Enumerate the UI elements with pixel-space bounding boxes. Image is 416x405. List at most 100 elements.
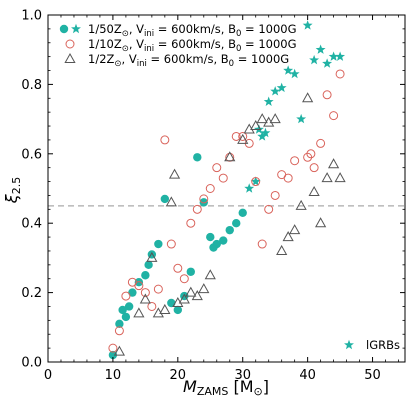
series-1-star	[244, 20, 346, 193]
data-point-open-triangle	[308, 185, 320, 196]
data-point-filled-circle	[173, 305, 183, 315]
data-point-open-circle	[140, 288, 150, 298]
data-point-filled-circle	[225, 225, 234, 235]
data-point-star	[270, 86, 281, 96]
data-point-open-triangle	[315, 217, 327, 228]
y-axis-title: ξ2.5	[2, 177, 23, 204]
legend-marker-open-circle	[65, 39, 75, 49]
y-tick-label: 0.0	[21, 356, 42, 371]
data-point-filled-circle	[128, 288, 137, 297]
legend-marker-filled-circle	[59, 24, 69, 34]
data-point-filled-circle	[154, 239, 163, 249]
x-axis-title: MZAMS [M⊙]	[183, 377, 269, 398]
data-point-open-triangle	[302, 92, 314, 103]
data-point-star	[296, 113, 307, 124]
lgrbs-annotation: lGRBs	[344, 338, 400, 352]
data-point-open-circle	[134, 281, 144, 291]
data-point-open-circle	[179, 274, 189, 284]
data-point-open-triangle	[224, 151, 236, 162]
data-point-open-triangle	[198, 283, 210, 294]
data-point-open-triangle	[204, 269, 216, 280]
legend-label: 1/10Z⊙, Vini = 600km/s, B0 = 1000G	[88, 37, 297, 54]
data-point-open-triangle	[159, 303, 171, 314]
data-point-open-circle	[306, 149, 316, 159]
data-point-filled-circle	[199, 198, 208, 207]
data-point-open-circle	[153, 284, 163, 294]
y-tick-label: 0.2	[21, 286, 42, 301]
legend-marker-open-triangle	[64, 52, 76, 63]
data-point-open-triangle	[282, 231, 294, 242]
data-point-open-triangle	[139, 293, 151, 304]
data-point-open-circle	[199, 194, 209, 204]
data-point-open-circle	[231, 131, 241, 141]
data-point-filled-circle	[160, 194, 170, 204]
data-point-star	[302, 20, 313, 30]
data-point-star	[250, 176, 261, 186]
data-point-open-circle	[114, 326, 124, 336]
legend-label: 1/50Z⊙, Vini = 600km/s, B0 = 1000G	[88, 22, 297, 39]
data-point-open-triangle	[327, 158, 340, 169]
data-point-open-triangle	[237, 133, 249, 144]
y-axis-title-sub: 2.5	[10, 177, 23, 195]
data-point-open-circle	[309, 163, 319, 173]
data-point-open-circle	[205, 184, 215, 193]
data-point-filled-circle	[144, 260, 153, 270]
data-point-open-circle	[264, 204, 274, 214]
data-point-filled-circle	[121, 312, 131, 322]
x-tick-label: 10	[105, 368, 122, 383]
x-axis-title-main: M	[183, 377, 197, 396]
legend-marker-star	[71, 23, 81, 34]
data-point-open-circle	[192, 204, 202, 214]
data-point-star	[309, 54, 320, 65]
data-point-open-triangle	[269, 113, 281, 124]
data-point-filled-circle	[167, 298, 176, 308]
data-point-open-circle	[257, 239, 267, 249]
data-point-star	[315, 44, 326, 54]
data-point-open-circle	[251, 177, 261, 187]
data-point-star	[289, 68, 300, 79]
data-point-open-circle	[218, 173, 228, 183]
data-point-filled-circle	[115, 319, 124, 329]
data-point-open-triangle	[250, 120, 262, 131]
data-point-filled-circle	[238, 208, 247, 217]
data-point-open-circle	[147, 301, 157, 311]
data-point-filled-circle	[232, 219, 241, 228]
data-point-open-circle	[212, 163, 222, 173]
data-point-star	[276, 82, 287, 93]
data-point-filled-circle	[186, 267, 195, 276]
data-point-open-triangle	[185, 286, 197, 297]
data-point-open-triangle	[146, 251, 158, 262]
y-tick-label: 1.0	[21, 9, 42, 24]
legend-entry-0: 1/50Z⊙, Vini = 600km/s, B0 = 1000G	[59, 22, 297, 39]
legend-entry-1: 1/10Z⊙, Vini = 600km/s, B0 = 1000G	[65, 37, 297, 54]
x-tick-label: 40	[299, 368, 316, 383]
x-tick-label: 50	[364, 368, 381, 383]
data-point-open-circle	[322, 90, 332, 100]
data-point-open-circle	[160, 135, 170, 145]
data-point-open-triangle	[168, 168, 181, 179]
x-tick-label: 0	[44, 368, 52, 383]
data-point-open-triangle	[289, 224, 301, 235]
data-point-open-triangle	[113, 345, 126, 356]
y-axis-title-main: ξ	[2, 193, 21, 204]
data-point-open-triangle	[165, 196, 177, 207]
data-point-filled-circle	[141, 271, 150, 280]
data-point-filled-circle	[219, 236, 228, 245]
data-point-filled-circle	[206, 232, 215, 242]
data-point-star	[263, 96, 274, 106]
data-point-open-triangle	[276, 244, 288, 255]
data-point-filled-circle	[124, 302, 134, 311]
data-point-open-circle	[316, 138, 326, 148]
legend-label: 1/2Z⊙, Vini = 600km/s, B0 = 1000G	[88, 52, 289, 69]
data-points-layer	[108, 20, 346, 360]
data-point-star	[244, 183, 255, 193]
data-point-open-circle	[283, 173, 293, 183]
data-point-filled-circle	[108, 350, 118, 360]
series-2-open-circle	[108, 69, 345, 353]
data-point-open-circle	[270, 190, 280, 200]
y-tick-label: 0.4	[21, 217, 42, 232]
data-point-star	[260, 127, 271, 138]
data-point-open-circle	[108, 343, 118, 353]
y-tick-label: 0.6	[21, 147, 42, 162]
